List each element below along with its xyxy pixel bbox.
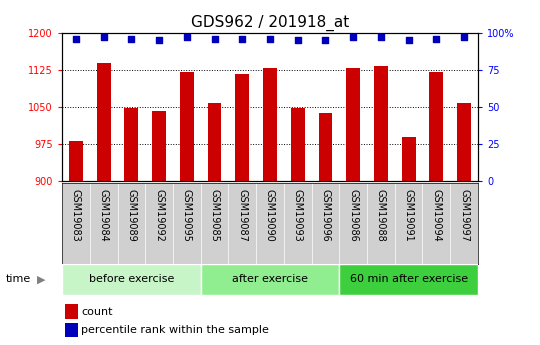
Bar [201, 264, 339, 295]
Text: GSM19085: GSM19085 [210, 189, 220, 242]
Point [210, 36, 219, 41]
Point [266, 36, 274, 41]
Bar [207, 104, 221, 181]
Point [376, 34, 385, 40]
Point [460, 34, 468, 40]
Bar [65, 304, 78, 319]
Text: count: count [81, 307, 112, 317]
Text: percentile rank within the sample: percentile rank within the sample [81, 325, 269, 335]
Text: GSM19090: GSM19090 [265, 189, 275, 242]
Bar [235, 74, 249, 181]
Text: GSM19093: GSM19093 [293, 189, 303, 242]
Text: before exercise: before exercise [89, 275, 174, 284]
Point [293, 37, 302, 43]
Text: GSM19092: GSM19092 [154, 189, 164, 242]
Bar [263, 68, 277, 181]
Bar [291, 108, 305, 181]
Text: GSM19097: GSM19097 [459, 189, 469, 242]
Text: after exercise: after exercise [232, 275, 308, 284]
Bar [97, 63, 111, 181]
Bar [429, 72, 443, 181]
Point [321, 37, 330, 43]
Bar [346, 68, 360, 181]
Point [155, 37, 164, 43]
Point [183, 34, 191, 40]
Point [432, 36, 441, 41]
Bar [457, 104, 471, 181]
Bar [124, 108, 138, 181]
Text: GSM19096: GSM19096 [320, 189, 330, 242]
Point [99, 34, 108, 40]
Bar [339, 264, 478, 295]
Bar [62, 264, 201, 295]
Point [127, 36, 136, 41]
Bar [180, 72, 194, 181]
Text: GSM19086: GSM19086 [348, 189, 358, 242]
Bar [152, 111, 166, 181]
Text: GSM19094: GSM19094 [431, 189, 441, 242]
Text: GSM19095: GSM19095 [182, 189, 192, 242]
Point [404, 37, 413, 43]
Text: GSM19087: GSM19087 [237, 189, 247, 242]
Text: GSM19084: GSM19084 [99, 189, 109, 242]
Text: GSM19091: GSM19091 [403, 189, 414, 242]
Bar [374, 66, 388, 181]
Point [238, 36, 247, 41]
Text: 60 min after exercise: 60 min after exercise [349, 275, 468, 284]
Point [349, 34, 357, 40]
Bar [402, 137, 415, 181]
Bar [319, 113, 332, 181]
Text: ▶: ▶ [37, 275, 45, 284]
Text: GSM19088: GSM19088 [376, 189, 386, 242]
Bar [65, 323, 78, 337]
Text: time: time [5, 275, 31, 284]
Bar [69, 140, 83, 181]
Text: GSM19083: GSM19083 [71, 189, 81, 242]
Title: GDS962 / 201918_at: GDS962 / 201918_at [191, 15, 349, 31]
Point [72, 36, 80, 41]
Text: GSM19089: GSM19089 [126, 189, 137, 242]
